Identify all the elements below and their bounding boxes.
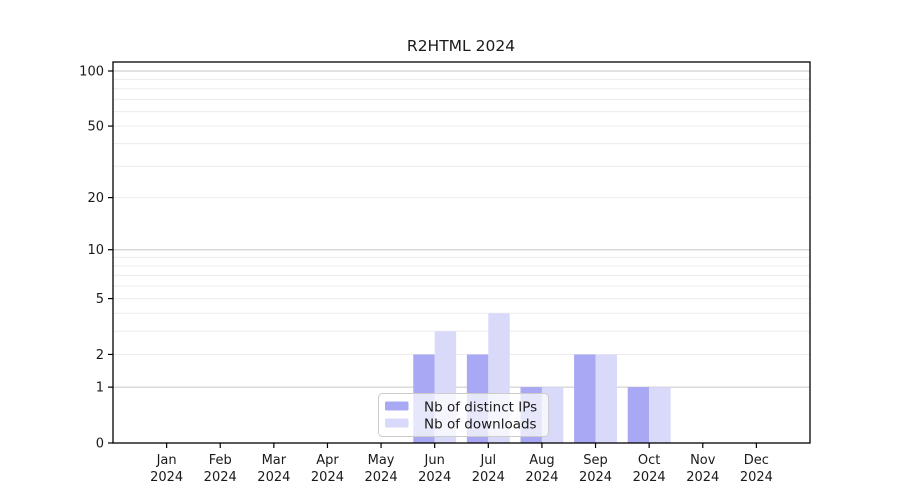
y-tick-label: 0	[96, 437, 104, 452]
axes-layer: 0 1 2 5 10 20 50 100 Jan 2024 Feb 2024 Mar 2024 Apr 202…	[79, 61, 811, 485]
x-tick-label-year: 2024	[740, 470, 773, 485]
x-tick-label-year: 2024	[418, 470, 451, 485]
y-tick-label: 1	[96, 381, 104, 396]
x-tick-label-year: 2024	[525, 470, 558, 485]
legend-swatch-distinct-ips	[385, 401, 409, 411]
x-tick-label-month: Dec	[744, 453, 769, 468]
y-tick-label: 50	[87, 120, 104, 135]
chart-title: R2HTML 2024	[407, 37, 515, 55]
y-tick-label: 2	[96, 348, 104, 363]
x-tick-label-year: 2024	[257, 470, 290, 485]
y-tick-label: 10	[87, 243, 104, 258]
bar-nb-of-downloads-oct	[649, 387, 671, 443]
bar-nb-of-distinct-ips-sep	[574, 354, 596, 443]
x-tick-label-month: Sep	[583, 453, 608, 468]
y-tick-label: 100	[79, 64, 104, 79]
x-tick-label-year: 2024	[579, 470, 612, 485]
x-tick-label-year: 2024	[204, 470, 237, 485]
x-tick-label-year: 2024	[365, 470, 398, 485]
x-tick-label-month: Oct	[638, 453, 660, 468]
x-tick-label-month: Jun	[424, 453, 445, 468]
y-tick-label: 5	[96, 292, 104, 307]
bar-nb-of-downloads-sep	[595, 354, 617, 443]
y-tick-label: 20	[87, 191, 104, 206]
x-tick-label-month: Feb	[209, 453, 232, 468]
x-tick-label-month: Jul	[479, 453, 496, 468]
plot-area-frame	[112, 61, 811, 444]
x-tick-label-month: Aug	[529, 453, 554, 468]
legend-label-downloads: Nb of downloads	[424, 417, 537, 433]
legend: Nb of distinct IPs Nb of downloads	[378, 393, 549, 437]
x-tick-label-year: 2024	[686, 470, 719, 485]
x-tick-label-month: Jan	[156, 453, 177, 468]
x-tick-label-month: Nov	[690, 453, 716, 468]
x-tick-label-year: 2024	[472, 470, 505, 485]
x-tick-label-month: May	[368, 453, 395, 468]
x-tick-label-month: Mar	[262, 453, 287, 468]
legend-box	[378, 393, 549, 437]
legend-label-distinct-ips: Nb of distinct IPs	[424, 400, 537, 416]
legend-swatch-downloads	[385, 418, 409, 428]
grid-layer	[113, 70, 810, 388]
x-tick-label-month: Apr	[316, 453, 339, 468]
x-tick-label-year: 2024	[150, 470, 183, 485]
x-tick-label-year: 2024	[311, 470, 344, 485]
bar-nb-of-distinct-ips-oct	[627, 387, 650, 443]
x-tick-label-year: 2024	[633, 470, 666, 485]
